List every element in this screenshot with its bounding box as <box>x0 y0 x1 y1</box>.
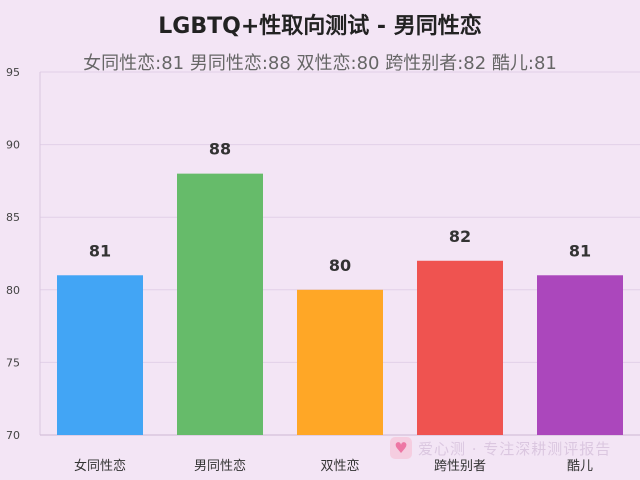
chart-title: LGBTQ+性取向测试 - 男同性恋 <box>158 14 482 39</box>
x-tick-label: 酷儿 <box>567 459 593 474</box>
x-tick-label: 双性恋 <box>320 458 359 474</box>
y-tick-label: 70 <box>6 429 20 442</box>
y-tick-label: 95 <box>6 66 20 79</box>
bar-value-label: 81 <box>569 241 591 260</box>
watermark-text: 爱心测 · 专注深耕测评报告 <box>418 439 612 458</box>
bars <box>57 173 623 435</box>
bar-value-label: 81 <box>89 241 111 260</box>
bar <box>537 275 623 435</box>
y-tick-label: 85 <box>6 211 20 224</box>
chart-subtitle: 女同性恋:81 男同性恋:88 双性恋:80 跨性别者:82 酷儿:81 <box>83 53 557 74</box>
y-tick-label: 80 <box>6 284 20 297</box>
bar <box>57 275 143 435</box>
bar <box>417 260 503 435</box>
x-tick-label: 女同性恋 <box>74 458 126 474</box>
bar-value-label: 82 <box>449 227 471 246</box>
heart-icon: ♥ <box>390 437 412 459</box>
y-tick-label: 75 <box>6 356 20 369</box>
labels: 70 75 80 85 90 95 81 女同性恋 88 男同性恋 80 双性恋 82 跨性别者 81 酷儿 <box>6 66 593 474</box>
y-tick-label: 90 <box>6 139 20 152</box>
bar <box>297 289 383 435</box>
bar-value-label: 88 <box>209 140 231 159</box>
watermark: ♥ 爱心测 · 专注深耕测评报告 <box>390 437 611 459</box>
x-tick-label: 跨性别者 <box>434 459 486 474</box>
bar <box>177 173 263 435</box>
bar-value-label: 80 <box>329 256 351 275</box>
x-tick-label: 男同性恋 <box>194 458 246 474</box>
